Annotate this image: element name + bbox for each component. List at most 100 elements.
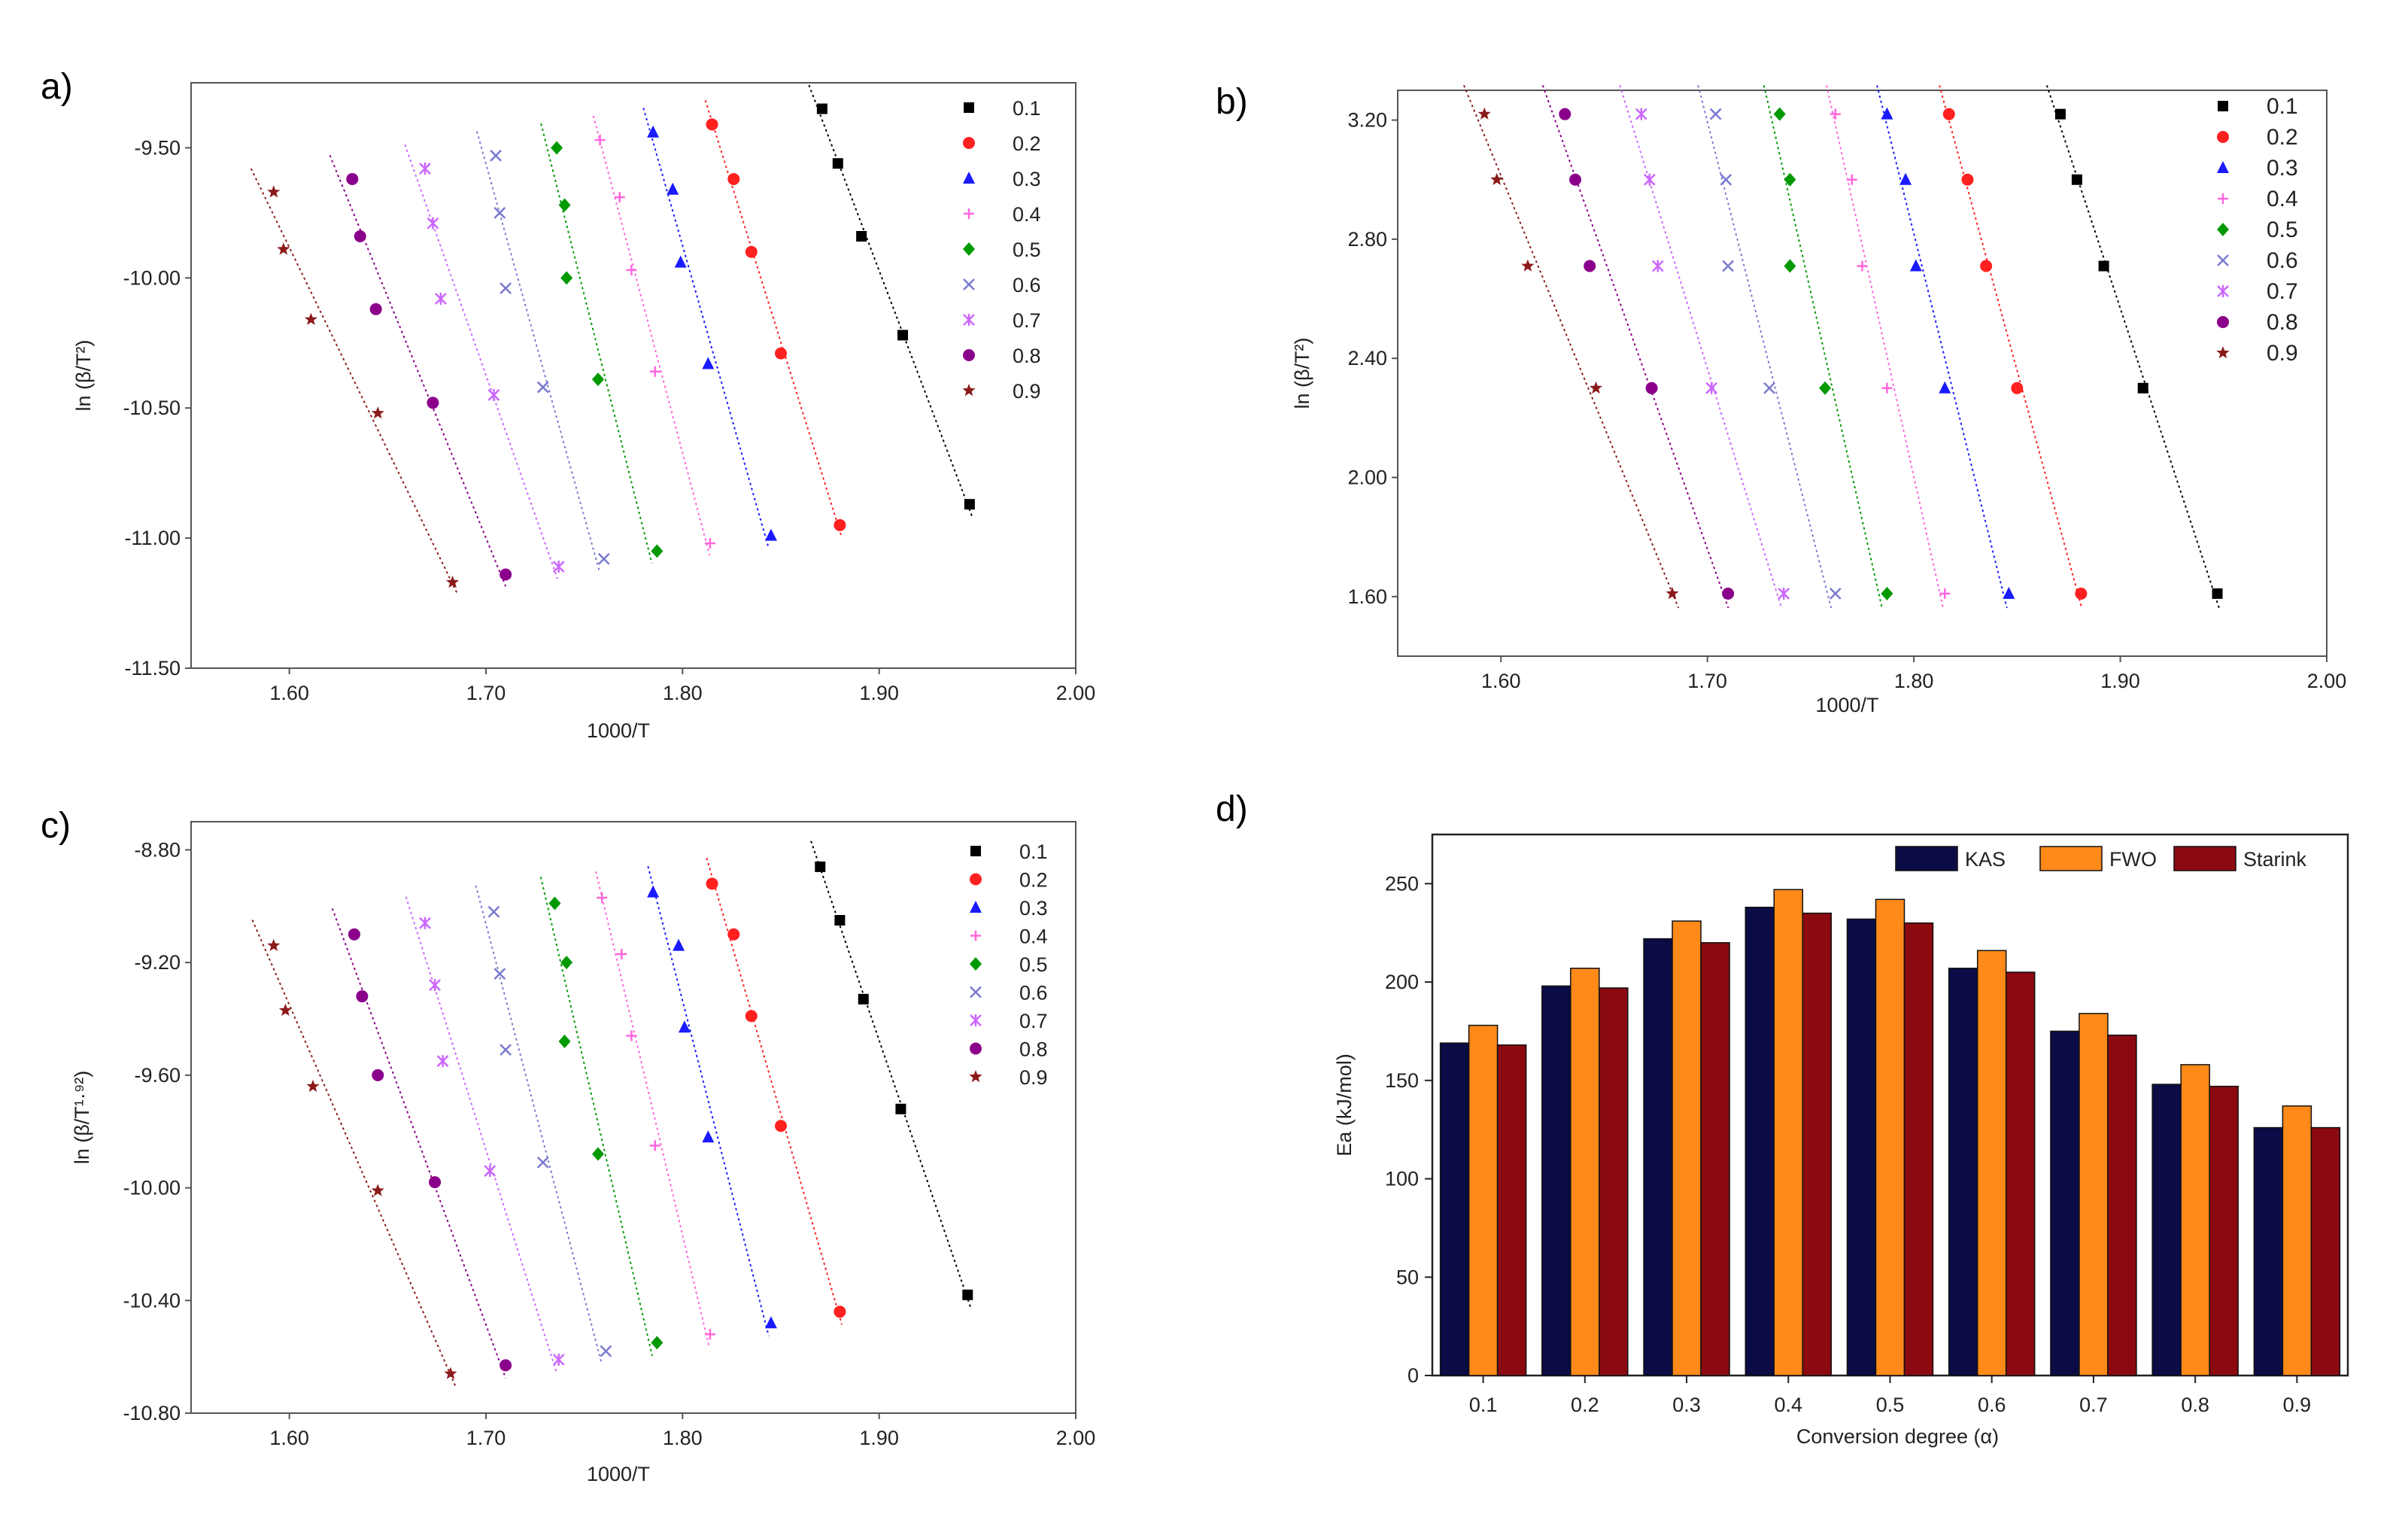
x-tick-label: 2.00 [1056, 1427, 1096, 1449]
legend-marker-0.4 [964, 208, 974, 219]
y-tick-label: -9.20 [134, 951, 181, 974]
data-point-0.9 [278, 1003, 292, 1017]
legend-marker-0.2 [970, 873, 982, 886]
data-point-0.5 [651, 1336, 663, 1350]
data-point-0.1 [2098, 260, 2109, 272]
legend-marker-0.8 [970, 1042, 982, 1055]
plot-frame-0 [190, 82, 1076, 669]
data-point-0.3 [647, 125, 660, 138]
data-point-0.5 [651, 544, 663, 558]
data-point-0.2 [745, 245, 758, 258]
data-point-0.5 [1773, 107, 1786, 121]
data-point-0.9 [371, 1184, 384, 1196]
data-point-0.8 [354, 230, 366, 243]
panel-label-b: b) [1216, 82, 1248, 122]
legend-swatch-Starink [2173, 846, 2236, 871]
fit-line-0.8 [1541, 85, 1729, 609]
data-point-0.2 [1980, 260, 1993, 272]
fit-line-0.1 [2045, 85, 2220, 609]
data-point-0.1 [858, 993, 869, 1005]
data-point-0.3 [1899, 172, 1912, 185]
data-point-0.9 [371, 406, 384, 419]
bar-Starink-0.9 [2310, 1126, 2341, 1376]
data-point-0.6 [536, 381, 549, 394]
y-tick-label: -9.60 [134, 1064, 181, 1087]
fit-line-0.2 [704, 100, 843, 538]
data-point-0.4 [649, 1140, 660, 1151]
data-point-0.1 [895, 1103, 906, 1114]
data-point-0.9 [306, 1079, 320, 1093]
bar-KAS-0.5 [1846, 918, 1877, 1376]
bar-Starink-0.4 [1802, 912, 1833, 1376]
data-point-0.2 [706, 877, 718, 890]
legend-label-0.3: 0.3 [2267, 156, 2298, 181]
bar-Starink-0.5 [1903, 922, 1934, 1376]
data-point-0.7 [419, 917, 431, 929]
y-tick-label: -10.40 [123, 1289, 181, 1312]
data-point-0.4 [704, 538, 715, 549]
data-point-0.4 [1857, 260, 1868, 272]
fit-line-0.7 [405, 896, 557, 1373]
data-point-0.7 [1651, 260, 1664, 272]
legend-marker-0.6 [970, 986, 982, 999]
panel-label-d: d) [1216, 789, 1248, 829]
legend-marker-0.5 [2217, 223, 2229, 236]
y-tick-label: 1.60 [1347, 585, 1387, 608]
data-point-0.7 [1635, 108, 1647, 120]
bar-KAS-0.8 [2151, 1084, 2182, 1376]
legend-label-FWO: FWO [2109, 848, 2157, 871]
y-tick-label: -11.00 [124, 527, 181, 549]
data-point-0.3 [667, 182, 679, 195]
data-point-0.4 [616, 948, 627, 959]
x-axis-label: 1000/T [587, 719, 650, 742]
data-point-0.1 [897, 330, 909, 341]
data-point-0.8 [372, 1069, 384, 1081]
plot-frame-1 [1397, 90, 2328, 657]
x-tick-label: 1.90 [859, 682, 899, 704]
bar-FWO-0.6 [1976, 950, 2007, 1376]
data-point-0.5 [591, 372, 604, 387]
data-point-0.5 [558, 198, 571, 212]
data-point-0.8 [429, 1176, 442, 1189]
y-tick-label: 50 [1396, 1266, 1419, 1288]
data-point-0.7 [429, 979, 441, 992]
plot-frame-2 [190, 821, 1076, 1414]
bar-Starink-0.3 [1700, 942, 1730, 1376]
legend-label-0.9: 0.9 [1019, 1066, 1048, 1089]
legend-marker-0.4 [970, 930, 981, 941]
bar-FWO-0.2 [1570, 968, 1600, 1376]
data-point-0.7 [484, 1165, 496, 1178]
data-point-0.7 [435, 292, 447, 305]
bar-KAS-0.3 [1643, 938, 1673, 1376]
y-axis-label: Ea (kJ/mol) [1333, 1053, 1356, 1157]
x-tick-label: 1.90 [2100, 670, 2140, 692]
bar-FWO-0.1 [1468, 1024, 1499, 1376]
legend-label-0.6: 0.6 [1019, 982, 1048, 1005]
data-point-0.4 [1830, 108, 1841, 120]
data-point-0.7 [1643, 173, 1656, 186]
data-point-0.7 [487, 388, 500, 401]
bar-FWO-0.9 [2282, 1105, 2312, 1376]
data-point-0.2 [727, 172, 740, 185]
legend-marker-0.8 [963, 349, 975, 361]
legend-marker-0.7 [963, 314, 975, 326]
y-tick-label: -10.00 [123, 1177, 181, 1199]
data-point-0.6 [487, 905, 500, 918]
data-point-0.8 [1722, 587, 1735, 600]
fit-line-0.3 [1876, 85, 2008, 609]
data-point-0.4 [704, 1329, 715, 1340]
data-point-0.8 [348, 928, 360, 941]
data-point-0.9 [1490, 172, 1504, 185]
data-point-0.7 [552, 1353, 565, 1366]
data-point-0.5 [558, 1034, 571, 1048]
data-point-0.5 [1819, 381, 1832, 395]
legend-label-0.6: 0.6 [1013, 274, 1041, 296]
data-point-0.8 [1559, 108, 1571, 120]
x-tick-label: 0.9 [2283, 1394, 2312, 1416]
legend-marker-0.4 [2218, 193, 2228, 204]
legend-marker-0.8 [2217, 316, 2229, 328]
data-point-0.6 [1709, 108, 1722, 120]
data-point-0.3 [673, 938, 685, 951]
data-point-0.4 [649, 366, 660, 377]
